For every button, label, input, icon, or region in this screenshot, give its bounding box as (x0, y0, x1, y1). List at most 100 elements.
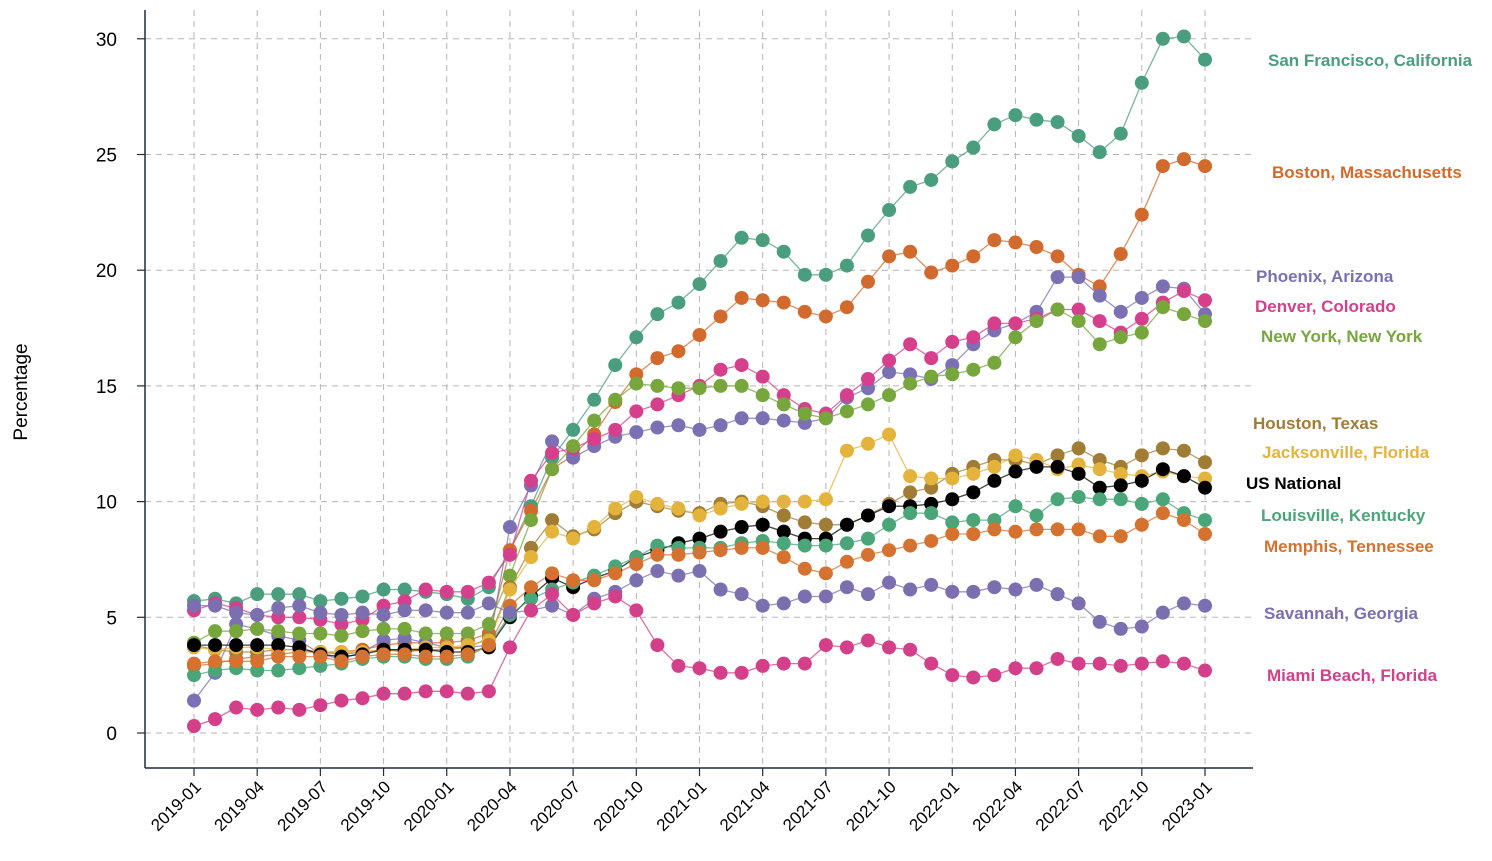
data-point-jacksonville-florida (1008, 448, 1023, 463)
data-point-miami-beach-florida (355, 691, 370, 706)
data-point-us-national (734, 520, 749, 535)
data-point-boston-massachusetts (966, 249, 981, 264)
data-point-san-francisco-california (397, 582, 412, 597)
data-point-new-york-new-york (545, 462, 560, 477)
data-point-louisville-kentucky (1008, 499, 1023, 514)
data-point-new-york-new-york (924, 369, 939, 384)
data-point-miami-beach-florida (481, 684, 496, 699)
data-point-miami-beach-florida (1029, 661, 1044, 676)
data-point-memphis-tennessee (734, 540, 749, 555)
data-point-savannah-georgia (397, 603, 412, 618)
data-point-savannah-georgia (861, 587, 875, 602)
data-point-jacksonville-florida (839, 443, 854, 458)
data-point-san-francisco-california (334, 591, 349, 606)
data-point-miami-beach-florida (839, 640, 854, 655)
data-point-denver-colorado (861, 371, 875, 386)
data-point-new-york-new-york (776, 397, 791, 412)
data-point-savannah-georgia (1176, 596, 1191, 611)
data-point-miami-beach-florida (208, 712, 223, 727)
data-point-jacksonville-florida (587, 520, 602, 535)
x-tick-label: 2021-07 (779, 777, 837, 835)
data-point-miami-beach-florida (755, 658, 770, 673)
data-point-savannah-georgia (334, 607, 349, 622)
series-label-houston-texas: Houston, Texas (1253, 414, 1378, 433)
data-point-louisville-kentucky (839, 536, 854, 551)
data-point-san-francisco-california (1176, 29, 1191, 44)
data-point-memphis-tennessee (987, 522, 1002, 537)
data-point-new-york-new-york (502, 568, 517, 583)
data-point-savannah-georgia (882, 575, 897, 590)
series-label-memphis-tennessee: Memphis, Tennessee (1264, 537, 1434, 556)
data-point-louisville-kentucky (292, 661, 307, 676)
data-point-boston-massachusetts (818, 309, 833, 324)
data-point-new-york-new-york (1008, 330, 1023, 345)
data-point-boston-massachusetts (1134, 207, 1149, 222)
data-point-phoenix-arizona (713, 418, 728, 433)
data-point-san-francisco-california (966, 140, 981, 155)
data-point-new-york-new-york (208, 624, 223, 639)
series-label-denver-colorado: Denver, Colorado (1255, 297, 1396, 316)
data-point-miami-beach-florida (271, 700, 286, 715)
data-point-louisville-kentucky (776, 536, 791, 551)
data-point-houston-texas (797, 515, 812, 530)
data-point-miami-beach-florida (882, 640, 897, 655)
data-point-new-york-new-york (629, 376, 644, 391)
series-label-miami-beach-florida: Miami Beach, Florida (1267, 666, 1438, 685)
data-point-savannah-georgia (481, 596, 496, 611)
data-point-jacksonville-florida (734, 496, 749, 511)
data-point-houston-texas (1198, 455, 1212, 470)
data-point-new-york-new-york (1176, 307, 1191, 322)
data-point-savannah-georgia (671, 568, 686, 583)
data-point-new-york-new-york (966, 362, 981, 377)
data-point-miami-beach-florida (776, 656, 791, 671)
data-point-phoenix-arizona (1113, 304, 1128, 319)
data-point-jacksonville-florida (776, 494, 791, 509)
data-point-new-york-new-york (1092, 337, 1107, 352)
x-tick-label: 2021-10 (842, 777, 900, 835)
data-point-denver-colorado (945, 334, 960, 349)
data-point-savannah-georgia (1134, 619, 1149, 634)
data-point-new-york-new-york (1071, 314, 1086, 329)
x-tick-label: 2019-07 (274, 777, 332, 835)
data-point-san-francisco-california (818, 267, 833, 282)
data-point-memphis-tennessee (882, 543, 897, 558)
data-point-boston-massachusetts (797, 304, 812, 319)
data-point-louisville-kentucky (882, 517, 897, 532)
data-point-us-national (1029, 459, 1044, 474)
data-point-phoenix-arizona (187, 693, 201, 708)
data-point-san-francisco-california (1113, 126, 1128, 141)
data-point-louisville-kentucky (945, 515, 960, 530)
data-point-denver-colorado (587, 432, 602, 447)
data-point-memphis-tennessee (1008, 524, 1023, 539)
data-point-savannah-georgia (924, 577, 939, 592)
data-point-boston-massachusetts (1155, 159, 1170, 174)
data-point-savannah-georgia (292, 598, 307, 613)
data-point-jacksonville-florida (671, 501, 686, 516)
data-point-houston-texas (545, 513, 560, 528)
data-point-denver-colorado (734, 358, 749, 373)
data-point-new-york-new-york (818, 411, 833, 426)
data-point-new-york-new-york (882, 388, 897, 403)
data-point-miami-beach-florida (313, 698, 328, 713)
data-point-jacksonville-florida (713, 501, 728, 516)
data-point-san-francisco-california (1071, 128, 1086, 143)
data-point-boston-massachusetts (1029, 240, 1044, 255)
data-point-denver-colorado (1176, 284, 1191, 299)
data-point-new-york-new-york (376, 621, 391, 636)
y-tick-label: 30 (96, 30, 117, 51)
data-point-boston-massachusetts (713, 309, 728, 324)
data-point-san-francisco-california (797, 267, 812, 282)
data-point-us-national (966, 485, 981, 500)
data-point-denver-colorado (987, 316, 1002, 331)
data-point-miami-beach-florida (1176, 656, 1191, 671)
data-point-phoenix-arizona (1050, 270, 1065, 285)
x-tick-label: 2020-10 (590, 777, 648, 835)
data-point-denver-colorado (460, 584, 475, 599)
data-point-phoenix-arizona (692, 422, 707, 437)
data-point-new-york-new-york (1155, 300, 1170, 315)
data-point-jacksonville-florida (924, 471, 939, 486)
data-point-new-york-new-york (903, 376, 918, 391)
y-tick-label: 20 (96, 261, 117, 282)
data-point-san-francisco-california (313, 594, 328, 609)
data-point-us-national (1113, 478, 1128, 493)
